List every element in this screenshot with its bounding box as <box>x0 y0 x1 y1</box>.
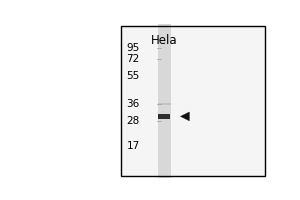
Text: Hela: Hela <box>151 34 178 47</box>
Text: 55: 55 <box>127 71 140 81</box>
Bar <box>158 114 170 119</box>
Bar <box>121 26 266 176</box>
Text: 17: 17 <box>127 141 140 151</box>
Bar <box>121 26 266 176</box>
Polygon shape <box>181 112 189 121</box>
Bar <box>158 103 171 105</box>
Text: 95: 95 <box>127 43 140 53</box>
Text: 28: 28 <box>127 116 140 126</box>
Text: 72: 72 <box>127 54 140 64</box>
Bar <box>158 24 171 178</box>
Text: 36: 36 <box>127 99 140 109</box>
